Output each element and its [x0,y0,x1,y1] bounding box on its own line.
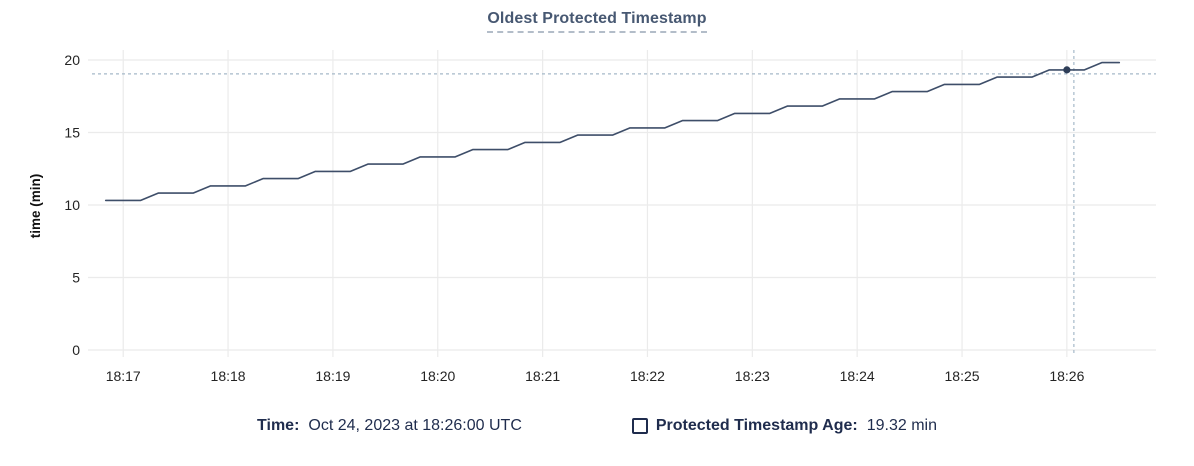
title-row: Oldest Protected Timestamp [0,10,1194,33]
legend-series-entry[interactable]: Protected Timestamp Age: 19.32 min [631,417,937,435]
y-tick-label: 15 [64,125,80,141]
chart-legend: Time: Oct 24, 2023 at 18:26:00 UTC Prote… [0,417,1194,435]
x-tick-label: 18:19 [315,368,350,384]
x-tick-label: 18:20 [420,368,455,384]
y-tick-label: 0 [72,342,80,358]
chart-title[interactable]: Oldest Protected Timestamp [487,10,707,33]
x-tick-label: 18:25 [945,368,980,384]
y-tick-label: 5 [72,270,80,286]
x-tick-label: 18:21 [525,368,560,384]
y-tick-label: 20 [64,52,80,68]
legend-time-label: Time: [257,417,300,434]
x-tick-label: 18:26 [1049,368,1084,384]
series-line [104,61,1121,202]
legend-series-label: Protected Timestamp Age: [655,417,858,434]
legend-time-value: Oct 24, 2023 at 18:26:00 UTC [308,417,522,434]
x-tick-label: 18:23 [735,368,770,384]
legend-series-value: 19.32 min [866,417,937,434]
highlight-dot [1063,66,1071,74]
x-tick-label: 18:22 [630,368,665,384]
legend-time-entry: Time: Oct 24, 2023 at 18:26:00 UTC [257,417,522,435]
x-tick-label: 18:24 [840,368,875,384]
x-tick-label: 18:17 [106,368,141,384]
y-tick-label: 10 [64,197,80,213]
y-axis-title: time (min) [28,174,43,239]
x-tick-label: 18:18 [211,368,246,384]
series-checkbox-icon[interactable] [631,418,648,434]
chart-svg[interactable]: 0 5 10 15 20 18:17 18:18 18:19 18:20 18:21 18:22 18… [0,0,1194,400]
